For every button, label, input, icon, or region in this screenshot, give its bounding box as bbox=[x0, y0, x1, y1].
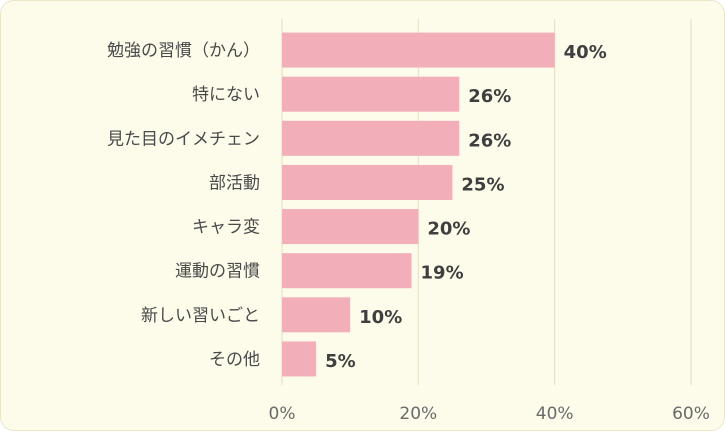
category-label: その他 bbox=[209, 350, 260, 370]
data-label: 10% bbox=[359, 307, 402, 328]
data-label: 40% bbox=[564, 42, 607, 63]
data-label: 26% bbox=[468, 130, 511, 151]
x-tick-label: 40% bbox=[536, 404, 574, 424]
data-label: 19% bbox=[421, 263, 464, 284]
bar bbox=[282, 341, 317, 377]
data-label: 26% bbox=[468, 86, 511, 107]
data-label: 20% bbox=[427, 219, 470, 240]
category-label: 勉強の習慣（かん） bbox=[107, 41, 260, 61]
category-label: キャラ変 bbox=[192, 218, 260, 238]
bars bbox=[282, 32, 555, 377]
bar bbox=[282, 164, 453, 200]
category-label: 新しい習いごと bbox=[141, 306, 260, 326]
x-tick-label: 60% bbox=[672, 404, 710, 424]
bar bbox=[282, 253, 412, 289]
bar bbox=[282, 297, 351, 333]
value-labels: 40% 26% 26% 25% 20% 19% 10% 5% bbox=[325, 42, 607, 372]
bar bbox=[282, 32, 555, 68]
x-tick-label: 0% bbox=[269, 404, 296, 424]
data-label: 25% bbox=[461, 174, 504, 195]
category-label: 部活動 bbox=[209, 173, 260, 193]
data-label: 5% bbox=[325, 351, 356, 372]
bar bbox=[282, 120, 460, 156]
x-tick-label: 20% bbox=[399, 404, 437, 424]
bar bbox=[282, 209, 419, 245]
category-label: 運動の習慣 bbox=[175, 262, 260, 282]
category-label: 特にない bbox=[192, 85, 260, 105]
x-axis-tick-labels: 0% 20% 40% 60% bbox=[269, 404, 710, 424]
category-label: 見た目のイメチェン bbox=[107, 129, 260, 149]
bar bbox=[282, 76, 460, 112]
category-labels: 勉強の習慣（かん） 特にない見た目のイメチェン部活動キャラ変運動の習慣新しい習いご… bbox=[107, 41, 260, 370]
